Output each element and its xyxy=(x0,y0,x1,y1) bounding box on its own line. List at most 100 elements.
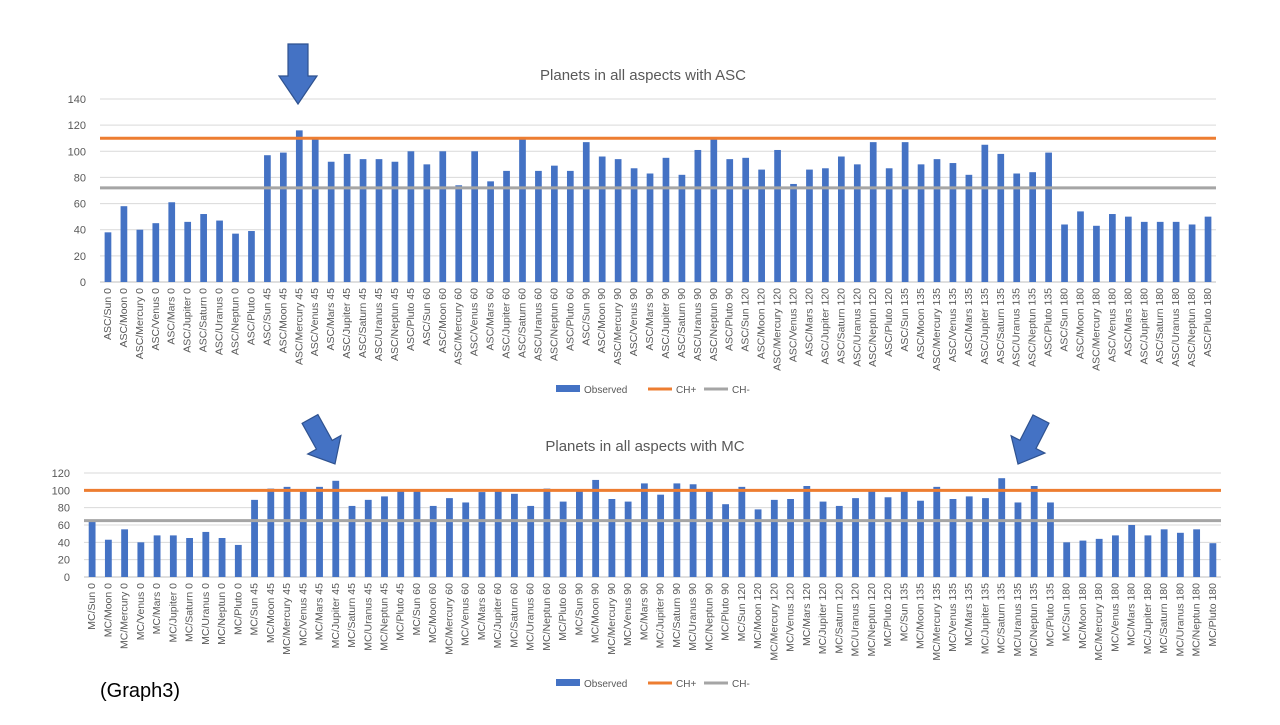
bar xyxy=(1013,173,1021,282)
bar xyxy=(754,509,762,577)
bar xyxy=(264,155,271,282)
x-tick-label: MC/Saturn 180 xyxy=(1158,583,1170,654)
x-tick-label: ASC/Pluto 120 xyxy=(883,288,895,357)
bar xyxy=(397,490,405,577)
bar xyxy=(169,535,177,577)
bar xyxy=(1093,225,1100,282)
x-tick-label: ASC/Saturn 60 xyxy=(516,288,528,358)
bar xyxy=(559,501,567,577)
bar xyxy=(248,231,255,282)
bar xyxy=(837,156,845,282)
legend-label: Observed xyxy=(584,385,627,396)
x-tick-label: MC/Moon 0 xyxy=(102,583,114,637)
x-tick-label: MC/Jupiter 60 xyxy=(492,583,504,649)
y-tick-label: 40 xyxy=(74,225,86,237)
x-tick-label: ASC/Moon 90 xyxy=(596,288,608,354)
bar xyxy=(758,169,765,282)
bar xyxy=(689,484,697,577)
bar xyxy=(726,159,734,282)
legend: Observed CH+ CH- xyxy=(556,385,750,396)
bar xyxy=(1047,502,1054,577)
x-tick-label: ASC/Mars 0 xyxy=(166,288,178,345)
x-tick-label: MC/Mercury 0 xyxy=(119,583,131,649)
bar xyxy=(885,168,893,282)
y-tick-label: 80 xyxy=(74,172,86,184)
x-tick-label: MC/Pluto 180 xyxy=(1207,583,1219,647)
bar xyxy=(901,142,909,282)
bar xyxy=(981,144,989,282)
x-tick-label: ASC/Venus 135 xyxy=(947,288,959,362)
bar xyxy=(511,493,518,577)
bar xyxy=(806,169,813,282)
bar xyxy=(184,221,192,282)
x-tick-label: MC/Pluto 120 xyxy=(882,583,894,647)
legend-label: Observed xyxy=(584,679,627,690)
bar xyxy=(949,499,957,577)
arrow-down-icon xyxy=(277,43,319,106)
x-tick-label: MC/Moon 90 xyxy=(590,583,602,643)
bar xyxy=(949,163,957,282)
x-tick-label: MC/Moon 60 xyxy=(427,583,439,643)
bar xyxy=(348,505,356,577)
x-tick-label: MC/Mercury 135 xyxy=(931,583,943,661)
x-tick-label: MC/Moon 120 xyxy=(752,583,764,649)
bar xyxy=(299,490,307,577)
bar xyxy=(1029,172,1037,282)
x-tick-label: MC/Sun 0 xyxy=(86,583,98,630)
x-tick-label: MC/Moon 45 xyxy=(265,583,277,643)
x-tick-label: MC/Moon 135 xyxy=(915,583,927,649)
bar xyxy=(738,486,746,577)
x-tick-label: MC/Venus 90 xyxy=(622,583,634,646)
x-tick-label: MC/Neptun 0 xyxy=(216,583,228,645)
x-tick-label: ASC/Jupiter 60 xyxy=(501,288,513,359)
x-tick-label: MC/Sun 135 xyxy=(898,583,910,642)
bar xyxy=(136,229,144,282)
y-tick-label: 140 xyxy=(68,94,86,106)
x-tick-label: ASC/Neptun 180 xyxy=(1186,288,1198,367)
x-tick-label: MC/Pluto 0 xyxy=(232,583,244,635)
chart-mc: Planets in all aspects with MC 0 20 40 60 80 1… xyxy=(52,413,1221,690)
bar xyxy=(997,153,1005,282)
bar xyxy=(869,142,877,282)
x-tick-label: ASC/Saturn 180 xyxy=(1154,288,1166,364)
bar xyxy=(343,153,351,282)
bar xyxy=(576,490,583,577)
x-tick-label: ASC/Venus 45 xyxy=(309,288,321,356)
bar xyxy=(283,486,291,577)
x-tick-label: ASC/Moon 135 xyxy=(915,288,927,359)
x-tick-label: ASC/Sun 0 xyxy=(102,288,114,340)
x-tick-label: MC/Saturn 90 xyxy=(671,583,683,648)
x-tick-label: MC/Mars 90 xyxy=(638,583,650,640)
bar xyxy=(868,490,876,577)
x-tick-label: ASC/Pluto 90 xyxy=(724,288,736,351)
bar xyxy=(251,499,258,577)
x-tick-label: ASC/Neptun 90 xyxy=(708,288,720,361)
y-tick-label: 120 xyxy=(52,468,70,480)
bar xyxy=(1209,543,1217,577)
x-tick-label: ASC/Jupiter 180 xyxy=(1138,288,1150,365)
bar xyxy=(471,151,479,282)
x-tick-label: MC/Saturn 120 xyxy=(833,583,845,654)
x-tick-label: MC/Neptun 45 xyxy=(378,583,390,651)
y-tick-label: 40 xyxy=(58,537,70,549)
bar xyxy=(327,161,335,282)
y-tick-label: 100 xyxy=(52,485,70,497)
arrow-down-icon xyxy=(301,413,342,465)
bar xyxy=(1112,535,1119,577)
legend-swatch-observed xyxy=(556,385,580,392)
x-tick-label: ASC/Mercury 45 xyxy=(293,288,305,365)
bar xyxy=(1045,152,1052,282)
y-tick-label: 0 xyxy=(80,277,86,289)
chart-title: Planets in all aspects with MC xyxy=(545,438,744,455)
bar xyxy=(137,542,145,577)
bar xyxy=(1128,525,1136,577)
x-tick-label: ASC/Sun 120 xyxy=(740,288,752,352)
x-tick-label: ASC/Mercury 0 xyxy=(134,288,146,359)
x-tick-label: MC/Mercury 45 xyxy=(281,583,293,655)
x-tick-label: ASC/Sun 45 xyxy=(261,288,273,346)
bar xyxy=(852,498,859,577)
x-tick-label: ASC/Mercury 135 xyxy=(931,288,943,371)
bar xyxy=(120,206,128,282)
bar xyxy=(1160,529,1168,577)
